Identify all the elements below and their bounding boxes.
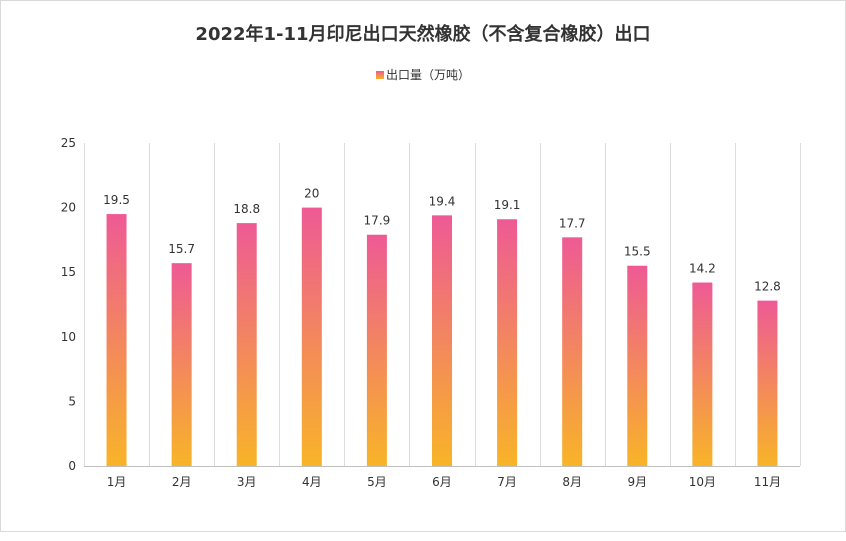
x-tick-label: 9月: [627, 475, 647, 489]
chart-title: 2022年1-11月印尼出口天然橡胶（不含复合橡胶）出口: [195, 24, 651, 45]
data-label: 18.8: [233, 202, 260, 216]
bar: [692, 282, 713, 466]
bar: [366, 234, 387, 466]
y-tick-label: 15: [61, 265, 76, 279]
x-tick-label: 2月: [172, 475, 192, 489]
x-tick-label: 8月: [562, 475, 582, 489]
bar: [627, 265, 648, 466]
data-label: 14.2: [689, 262, 716, 276]
bar: [171, 263, 192, 466]
data-label: 17.9: [364, 214, 391, 228]
bar: [562, 237, 583, 466]
x-tick-label: 11月: [754, 475, 781, 489]
x-tick-label: 3月: [237, 475, 257, 489]
x-tick-label: 6月: [432, 475, 452, 489]
y-tick-label: 5: [68, 394, 76, 408]
x-tick-label: 5月: [367, 475, 387, 489]
y-tick-label: 10: [61, 330, 76, 344]
data-label: 20: [304, 187, 319, 201]
chart-legend: 出口量（万吨）: [0, 66, 846, 83]
y-tick-label: 20: [61, 201, 76, 215]
y-tick-label: 25: [61, 136, 76, 150]
legend-label: 出口量（万吨）: [385, 68, 470, 82]
bar: [432, 215, 452, 466]
x-tick-label: 7月: [497, 475, 517, 489]
data-label: 19.1: [494, 198, 521, 212]
data-label: 17.7: [559, 216, 586, 230]
bar: [106, 214, 127, 466]
bar: [236, 223, 257, 466]
x-tick-label: 1月: [107, 475, 127, 489]
bar: [497, 219, 518, 466]
data-label: 12.8: [754, 280, 781, 294]
bar: [301, 207, 322, 466]
x-tick-label: 10月: [689, 475, 716, 489]
y-tick-label: 0: [68, 459, 76, 473]
data-label: 19.5: [103, 193, 130, 207]
data-label: 15.7: [168, 242, 195, 256]
bar: [757, 300, 778, 466]
legend-swatch: [375, 70, 384, 79]
x-tick-label: 4月: [302, 475, 322, 489]
data-label: 15.5: [624, 245, 651, 259]
data-label: 19.4: [429, 194, 456, 208]
